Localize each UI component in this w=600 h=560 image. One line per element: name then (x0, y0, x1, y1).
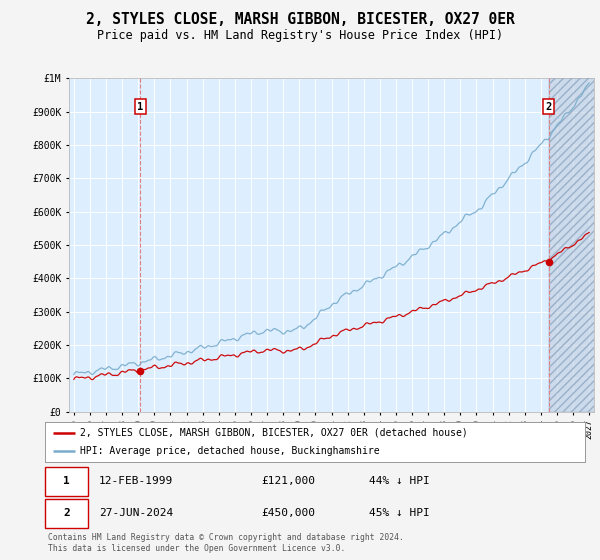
Bar (549, 78, 597, 412)
Text: HPI: Average price, detached house, Buckinghamshire: HPI: Average price, detached house, Buck… (80, 446, 380, 456)
FancyBboxPatch shape (45, 499, 88, 528)
Text: 2: 2 (63, 508, 70, 517)
Text: Contains HM Land Registry data © Crown copyright and database right 2024.
This d: Contains HM Land Registry data © Crown c… (48, 533, 404, 553)
Text: 1: 1 (63, 476, 70, 486)
Text: 44% ↓ HPI: 44% ↓ HPI (369, 476, 430, 486)
Text: 12-FEB-1999: 12-FEB-1999 (99, 476, 173, 486)
Text: £450,000: £450,000 (261, 508, 315, 517)
Text: 45% ↓ HPI: 45% ↓ HPI (369, 508, 430, 517)
Text: 2: 2 (545, 102, 552, 112)
Text: Price paid vs. HM Land Registry's House Price Index (HPI): Price paid vs. HM Land Registry's House … (97, 29, 503, 42)
Text: 1: 1 (137, 102, 143, 112)
FancyBboxPatch shape (45, 467, 88, 496)
Text: 2, STYLES CLOSE, MARSH GIBBON, BICESTER, OX27 0ER (detached house): 2, STYLES CLOSE, MARSH GIBBON, BICESTER,… (80, 428, 468, 437)
Bar (549, 78, 597, 412)
Text: 27-JUN-2024: 27-JUN-2024 (99, 508, 173, 517)
Text: £121,000: £121,000 (261, 476, 315, 486)
Text: 2, STYLES CLOSE, MARSH GIBBON, BICESTER, OX27 0ER: 2, STYLES CLOSE, MARSH GIBBON, BICESTER,… (86, 12, 514, 27)
